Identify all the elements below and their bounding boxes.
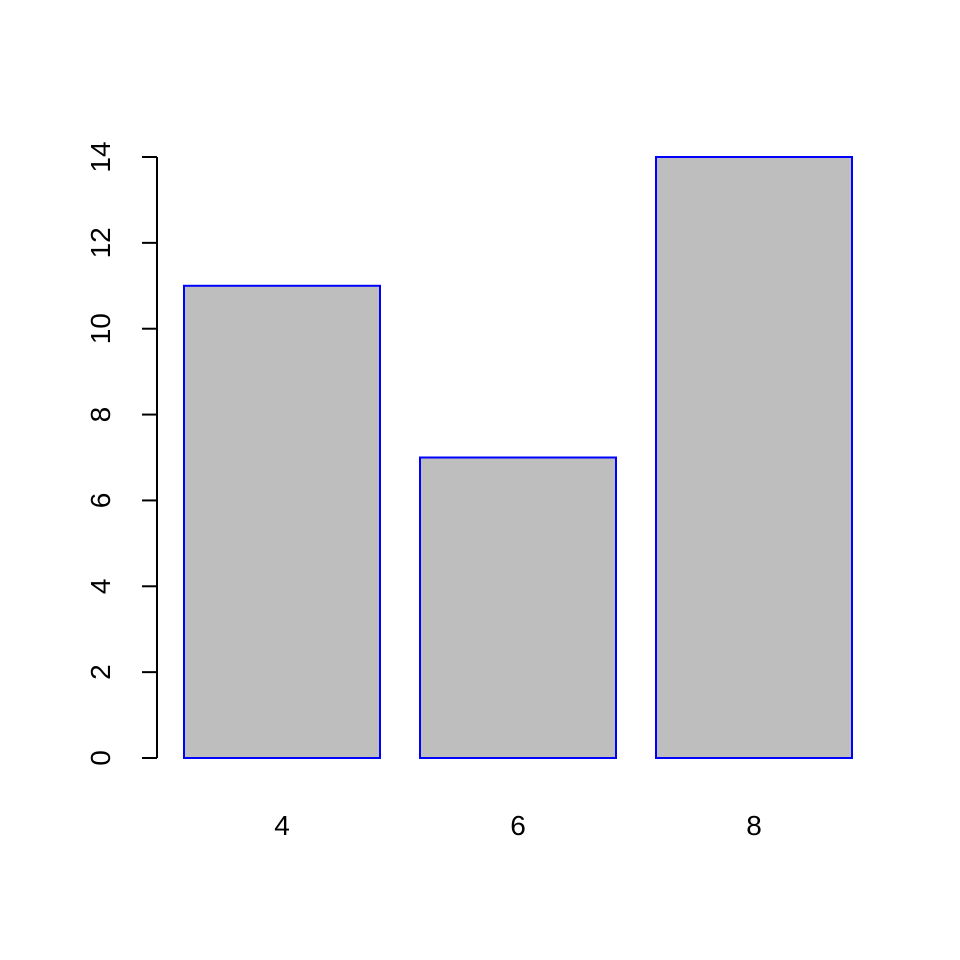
- bars: [183, 156, 853, 759]
- x-tick-label: 8: [746, 810, 762, 841]
- y-tick-label: 12: [85, 227, 116, 258]
- y-tick-label: 6: [85, 493, 116, 509]
- bar: [419, 456, 617, 759]
- x-axis-labels: 4 6 8: [274, 810, 762, 841]
- y-tick-label: 10: [85, 313, 116, 344]
- y-tick-label: 14: [85, 141, 116, 172]
- y-tick-label: 4: [85, 578, 116, 594]
- bar: [183, 284, 381, 759]
- y-tick-label: 2: [85, 664, 116, 680]
- y-axis: 0 2 4 6 8 10 12 14: [85, 141, 158, 766]
- y-tick-label: 0: [85, 750, 116, 766]
- bar: [655, 156, 853, 759]
- x-tick-label: 6: [510, 810, 526, 841]
- x-tick-label: 4: [274, 810, 290, 841]
- y-tick-label: 8: [85, 407, 116, 423]
